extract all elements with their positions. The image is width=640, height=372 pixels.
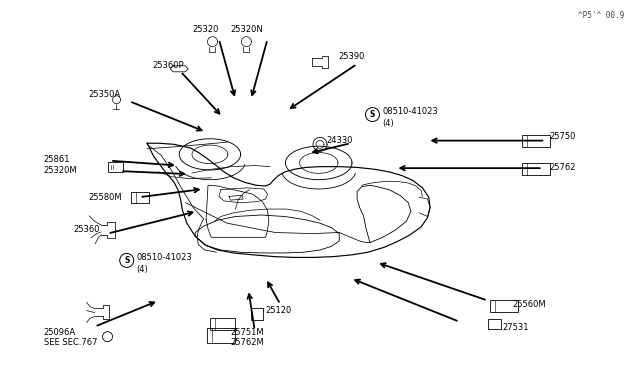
- Bar: [131, 192, 148, 203]
- Text: 25096A: 25096A: [44, 328, 76, 337]
- Bar: [207, 328, 235, 343]
- Bar: [522, 135, 550, 147]
- Bar: [522, 163, 550, 175]
- Text: 25580M: 25580M: [88, 193, 122, 202]
- Text: (4): (4): [383, 119, 394, 128]
- Text: 08510-41023: 08510-41023: [383, 107, 438, 116]
- Text: 25120: 25120: [266, 306, 292, 315]
- Text: S: S: [124, 256, 129, 265]
- Text: 25360P: 25360P: [152, 61, 184, 70]
- Text: 25861: 25861: [44, 155, 70, 164]
- Bar: [490, 300, 518, 312]
- Text: 25320N: 25320N: [230, 25, 263, 33]
- Bar: [210, 318, 236, 330]
- Text: 25320M: 25320M: [44, 166, 77, 175]
- Bar: [108, 162, 123, 171]
- Text: 27531: 27531: [502, 323, 529, 332]
- Text: 08510-41023: 08510-41023: [137, 253, 193, 262]
- Text: 25320: 25320: [192, 25, 218, 33]
- Bar: [488, 320, 500, 329]
- Text: 25751M: 25751M: [230, 328, 264, 337]
- Text: 25560M: 25560M: [512, 300, 546, 309]
- Text: (4): (4): [137, 265, 148, 274]
- Text: 24330: 24330: [326, 136, 353, 145]
- Text: 25762: 25762: [549, 163, 575, 172]
- Text: 25350A: 25350A: [88, 90, 120, 99]
- Text: 25750: 25750: [549, 132, 575, 141]
- Text: 25390: 25390: [338, 52, 364, 61]
- Text: SEE SEC.767: SEE SEC.767: [44, 338, 97, 347]
- Text: ^P5'^ 00.9: ^P5'^ 00.9: [578, 11, 624, 20]
- Text: S: S: [370, 110, 375, 119]
- Text: 25762M: 25762M: [230, 339, 264, 347]
- Bar: [252, 308, 263, 320]
- Text: 25360: 25360: [74, 225, 100, 234]
